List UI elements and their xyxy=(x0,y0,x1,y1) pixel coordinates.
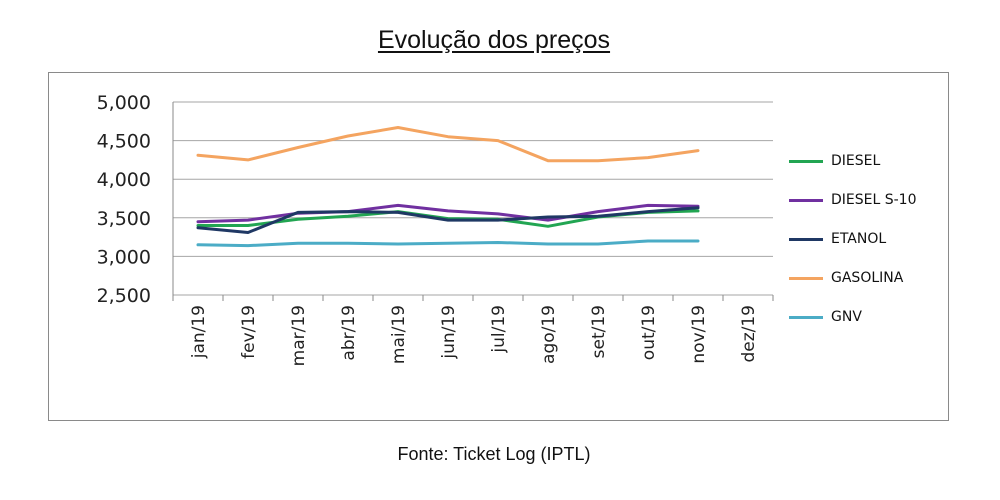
legend-swatch xyxy=(789,237,823,241)
legend-item-gnv: GNV xyxy=(789,307,862,327)
x-tick-label: nov/19 xyxy=(689,305,709,364)
legend-swatch xyxy=(789,198,823,202)
series-line-etanol xyxy=(196,206,700,234)
y-tick-label: 4,500 xyxy=(97,131,151,153)
y-tick-label: 4,000 xyxy=(97,169,151,191)
series-line-gnv xyxy=(196,239,700,248)
legend-swatch xyxy=(789,159,823,163)
legend-label: DIESEL S-10 xyxy=(831,192,917,208)
series-line-gasolina xyxy=(196,126,700,163)
legend-label: GNV xyxy=(831,309,862,325)
x-tick-label: out/19 xyxy=(639,305,659,360)
x-tick-label: jan/19 xyxy=(189,305,209,359)
x-tick-label: mai/19 xyxy=(389,305,409,364)
chart-frame xyxy=(48,72,949,421)
x-tick-label: set/19 xyxy=(589,305,609,358)
x-tick-label: dez/19 xyxy=(739,305,759,363)
legend-item-gasolina: GASOLINA xyxy=(789,268,903,288)
legend-item-diesel-s-10: DIESEL S-10 xyxy=(789,190,917,210)
chart-source: Fonte: Ticket Log (IPTL) xyxy=(397,444,591,464)
y-tick-label: 3,000 xyxy=(97,246,151,268)
legend-swatch xyxy=(789,315,823,319)
series-line-diesel-s-10 xyxy=(196,203,700,224)
x-tick-label: fev/19 xyxy=(239,305,259,359)
x-tick-label: mar/19 xyxy=(289,305,309,366)
y-tick-label: 2,500 xyxy=(97,285,151,307)
y-tick-label: 5,000 xyxy=(97,92,151,114)
x-tick-label: jun/19 xyxy=(439,305,459,360)
tick-labels: 5,000 4,500 4,000 3,500 3,000 2,500 jan/19 fev/… xyxy=(97,92,759,366)
y-tick-label: 3,500 xyxy=(97,208,151,230)
legend-swatch xyxy=(789,276,823,280)
chart-title: Evolução dos preços xyxy=(377,26,611,54)
legend-item-etanol: ETANOL xyxy=(789,229,886,249)
axes xyxy=(172,102,774,301)
series-lines xyxy=(196,126,700,248)
legend-label: DIESEL xyxy=(831,153,881,169)
x-tick-label: ago/19 xyxy=(539,305,559,364)
x-tick-label: jul/19 xyxy=(489,305,509,354)
legend-label: ETANOL xyxy=(831,231,887,247)
legend-label: GASOLINA xyxy=(831,270,904,286)
x-tick-label: abr/19 xyxy=(339,305,359,361)
gridlines xyxy=(173,101,773,296)
legend-item-diesel: DIESEL xyxy=(789,151,880,171)
